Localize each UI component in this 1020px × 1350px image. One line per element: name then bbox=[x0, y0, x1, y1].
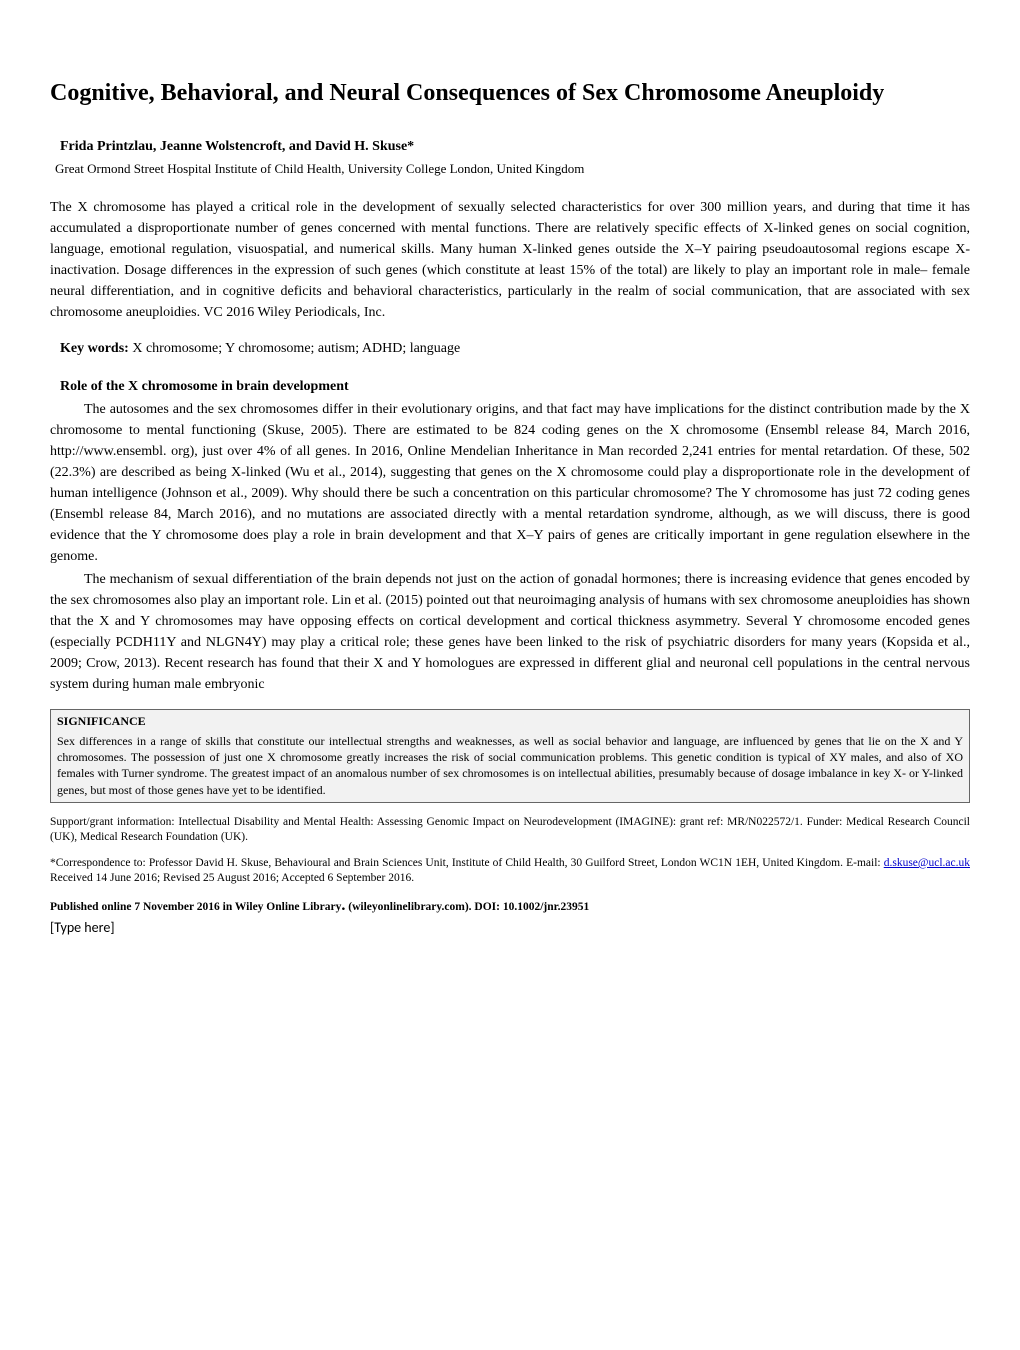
affiliation: Great Ormond Street Hospital Institute o… bbox=[50, 161, 970, 177]
keywords-content: X chromosome; Y chromosome; autism; ADHD… bbox=[129, 341, 460, 356]
keywords: Key words: X chromosome; Y chromosome; a… bbox=[50, 341, 970, 357]
section-heading: Role of the X chromosome in brain develo… bbox=[50, 379, 970, 395]
published-text-2: (wileyonlinelibrary.com). DOI: 10.1002/j… bbox=[345, 901, 589, 913]
correspondence-info: *Correspondence to: Professor David H. S… bbox=[50, 856, 970, 887]
significance-text: Sex differences in a range of skills tha… bbox=[57, 733, 963, 798]
body-paragraph-1: The autosomes and the sex chromosomes di… bbox=[50, 399, 970, 567]
authors: Frida Printzlau, Jeanne Wolstencroft, an… bbox=[50, 139, 970, 155]
published-text-1: Published online 7 November 2016 in Wile… bbox=[50, 901, 341, 913]
published-info: Published online 7 November 2016 in Wile… bbox=[50, 897, 970, 915]
article-title: Cognitive, Behavioral, and Neural Conseq… bbox=[50, 80, 970, 107]
keywords-label: Key words: bbox=[60, 341, 129, 356]
significance-box: SIGNIFICANCE Sex differences in a range … bbox=[50, 709, 970, 803]
abstract-text: The X chromosome has played a critical r… bbox=[50, 197, 970, 323]
correspondence-suffix: Received 14 June 2016; Revised 25 August… bbox=[50, 872, 414, 884]
support-grant-info: Support/grant information: Intellectual … bbox=[50, 815, 970, 846]
body-paragraph-2: The mechanism of sexual differentiation … bbox=[50, 569, 970, 695]
correspondence-prefix: *Correspondence to: Professor David H. S… bbox=[50, 857, 884, 869]
significance-heading: SIGNIFICANCE bbox=[57, 714, 963, 729]
type-here-placeholder: [Type here] bbox=[50, 919, 970, 936]
email-link[interactable]: d.skuse@ucl.ac.uk bbox=[884, 857, 970, 869]
